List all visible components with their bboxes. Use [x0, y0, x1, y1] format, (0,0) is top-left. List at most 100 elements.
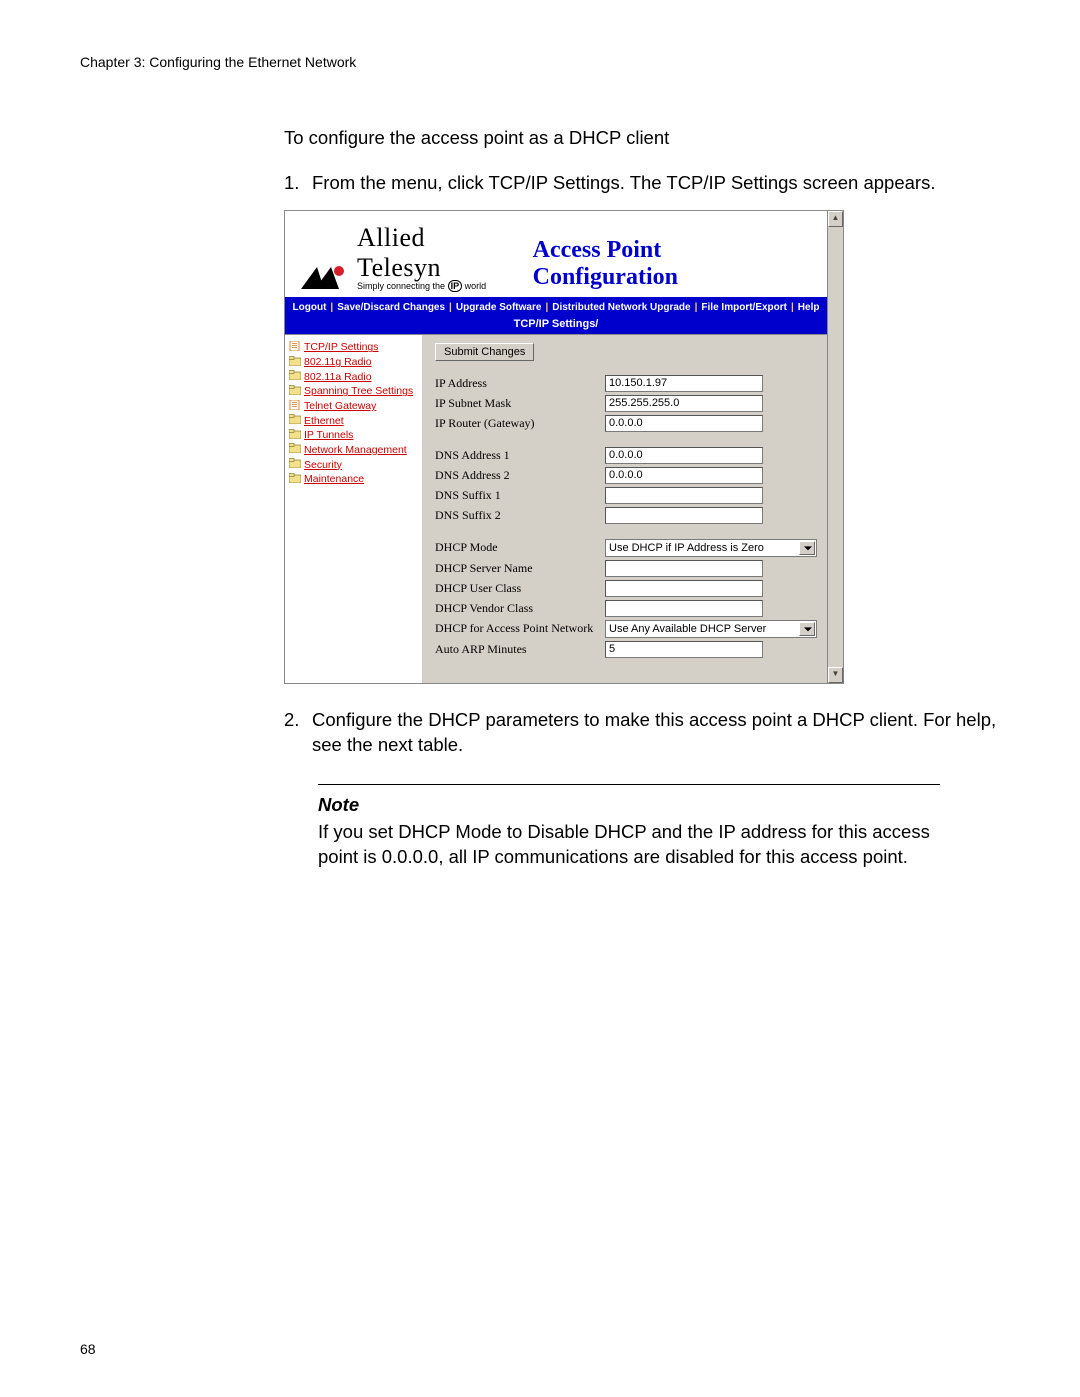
nav-link[interactable]: Save/Discard Changes	[334, 302, 448, 313]
select-value: Use Any Available DHCP Server	[609, 623, 766, 635]
scrollbar[interactable]: ▲ ▼	[827, 211, 843, 683]
sidebar-link[interactable]: Telnet Gateway	[304, 400, 376, 414]
note-body: If you set DHCP Mode to Disable DHCP and…	[318, 820, 940, 870]
sidebar-link[interactable]: 802.11a Radio	[304, 371, 372, 385]
sidebar-link[interactable]: Maintenance	[304, 473, 364, 487]
form-input[interactable]	[605, 395, 763, 412]
page-title: Access Point Configuration	[533, 237, 811, 291]
form-row: DNS Address 2	[435, 467, 817, 484]
nav-link[interactable]: Distributed Network Upgrade	[549, 302, 693, 313]
form-label: DHCP for Access Point Network	[435, 621, 605, 636]
page-icon	[289, 400, 301, 415]
form-row: IP Router (Gateway)	[435, 415, 817, 432]
form-input[interactable]	[605, 641, 763, 658]
folder-icon	[289, 356, 301, 371]
page-icon	[289, 341, 301, 356]
sidebar-item[interactable]: Maintenance	[287, 473, 420, 488]
form-label: IP Router (Gateway)	[435, 416, 605, 431]
form-row: DNS Suffix 2	[435, 507, 817, 524]
folder-icon	[289, 443, 301, 458]
step-number: 1.	[284, 171, 312, 196]
step-text: From the menu, click TCP/IP Settings. Th…	[312, 171, 1000, 196]
form-row: DHCP User Class	[435, 580, 817, 597]
nav-link[interactable]: Logout	[290, 302, 330, 313]
scroll-up-button[interactable]: ▲	[828, 211, 843, 227]
page-number: 68	[80, 1341, 96, 1357]
folder-icon	[289, 370, 301, 385]
sidebar-link[interactable]: TCP/IP Settings	[304, 341, 379, 355]
brand-name: Allied Telesyn	[357, 223, 441, 282]
note-title: Note	[318, 793, 940, 818]
form-label: DHCP User Class	[435, 581, 605, 596]
sidebar-link[interactable]: Ethernet	[304, 415, 344, 429]
step-1: 1. From the menu, click TCP/IP Settings.…	[284, 171, 1000, 196]
sidebar-link[interactable]: Spanning Tree Settings	[304, 385, 413, 399]
form-input[interactable]	[605, 415, 763, 432]
form-label: DHCP Mode	[435, 540, 605, 555]
folder-icon	[289, 473, 301, 488]
sidebar-link[interactable]: Network Management	[304, 444, 407, 458]
form-row: DHCP for Access Point Network Use Any Ava…	[435, 620, 817, 638]
form-input[interactable]	[605, 600, 763, 617]
form-row: DNS Address 1	[435, 447, 817, 464]
form-row: Auto ARP Minutes	[435, 641, 817, 658]
top-nav-bar: Logout|Save/Discard Changes|Upgrade Soft…	[285, 297, 827, 316]
form-label: DNS Address 2	[435, 468, 605, 483]
form-input[interactable]	[605, 560, 763, 577]
embedded-screenshot: ▲ ▼ Allied Telesyn Simply connecting the…	[284, 210, 844, 684]
nav-link[interactable]: Help	[795, 302, 823, 313]
breadcrumb: TCP/IP Settings/	[285, 316, 827, 335]
branding-header: Allied Telesyn Simply connecting the IP …	[285, 215, 827, 297]
form-input[interactable]	[605, 467, 763, 484]
select-value: Use DHCP if IP Address is Zero	[609, 542, 764, 554]
submit-changes-button[interactable]: Submit Changes	[435, 343, 534, 361]
folder-icon	[289, 429, 301, 444]
sidebar-item[interactable]: 802.11g Radio	[287, 356, 420, 371]
form-label: DHCP Vendor Class	[435, 601, 605, 616]
nav-link[interactable]: File Import/Export	[698, 302, 790, 313]
sidebar-item[interactable]: Network Management	[287, 443, 420, 458]
step-number: 2.	[284, 708, 312, 758]
sidebar-item[interactable]: 802.11a Radio	[287, 370, 420, 385]
step-text: Configure the DHCP parameters to make th…	[312, 708, 1000, 758]
form-row: DHCP Server Name	[435, 560, 817, 577]
form-select[interactable]: Use Any Available DHCP Server	[605, 620, 817, 638]
sidebar-item[interactable]: Spanning Tree Settings	[287, 385, 420, 400]
form-input[interactable]	[605, 487, 763, 504]
form-select[interactable]: Use DHCP if IP Address is Zero	[605, 539, 817, 557]
intro-text: To configure the access point as a DHCP …	[284, 126, 1000, 151]
form-input[interactable]	[605, 507, 763, 524]
form-input[interactable]	[605, 375, 763, 392]
form-row: DHCP Mode Use DHCP if IP Address is Zero	[435, 539, 817, 557]
form-input[interactable]	[605, 580, 763, 597]
step-2: 2. Configure the DHCP parameters to make…	[284, 708, 1000, 758]
sidebar-item[interactable]: TCP/IP Settings	[287, 341, 420, 356]
nav-link[interactable]: Upgrade Software	[453, 302, 545, 313]
form-label: DNS Suffix 1	[435, 488, 605, 503]
scroll-down-button[interactable]: ▼	[828, 667, 843, 683]
form-label: IP Subnet Mask	[435, 396, 605, 411]
folder-icon	[289, 414, 301, 429]
sidebar-item[interactable]: Ethernet	[287, 414, 420, 429]
form-gap	[435, 527, 817, 539]
form-row: IP Subnet Mask	[435, 395, 817, 412]
folder-icon	[289, 385, 301, 400]
chevron-down-icon	[804, 627, 812, 631]
chapter-header: Chapter 3: Configuring the Ethernet Netw…	[80, 54, 1000, 70]
chevron-down-icon	[804, 546, 812, 550]
sidebar-item[interactable]: Security	[287, 458, 420, 473]
allied-telesyn-logo-icon	[301, 265, 347, 291]
sidebar-item[interactable]: IP Tunnels	[287, 429, 420, 444]
sidebar-link[interactable]: IP Tunnels	[304, 429, 353, 443]
form-input[interactable]	[605, 447, 763, 464]
form-row: DNS Suffix 1	[435, 487, 817, 504]
sidebar-link[interactable]: Security	[304, 459, 342, 473]
settings-panel: Submit Changes IP Address IP Subnet Mask I…	[423, 335, 827, 683]
brand-tagline: Simply connecting the IP world	[357, 281, 515, 291]
sidebar-item[interactable]: Telnet Gateway	[287, 400, 420, 415]
sidebar-nav: TCP/IP Settings802.11g Radio802.11a Radi…	[285, 335, 423, 683]
form-label: IP Address	[435, 376, 605, 391]
sidebar-link[interactable]: 802.11g Radio	[304, 356, 372, 370]
note-block: Note If you set DHCP Mode to Disable DHC…	[318, 784, 940, 870]
form-row: DHCP Vendor Class	[435, 600, 817, 617]
